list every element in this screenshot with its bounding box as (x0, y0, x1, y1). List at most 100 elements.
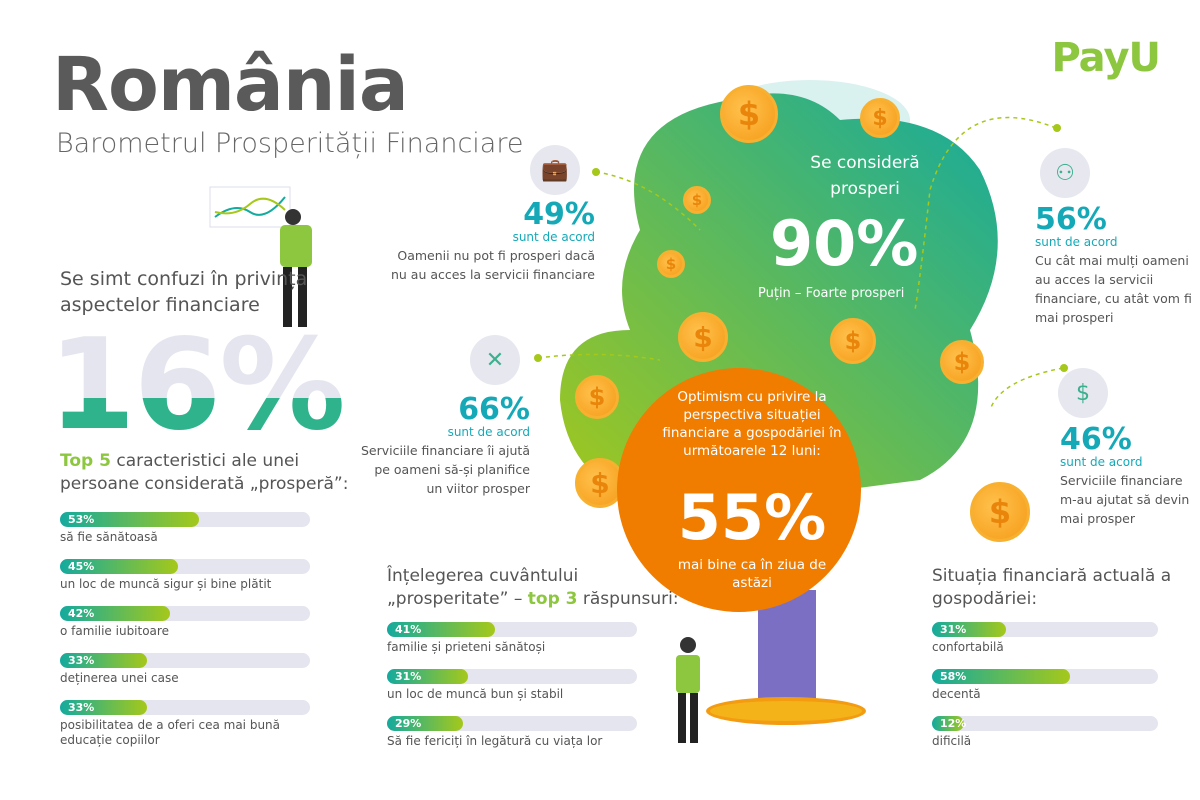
bar-label: familie și prieteni sănătoși (387, 640, 546, 654)
bar-label: un loc de muncă sigur și bine plătit (60, 577, 272, 591)
top3-bar-row: 41% familie și prieteni sănătoși (387, 622, 637, 655)
top3-heading-line2: „prosperitate” – (387, 589, 528, 609)
stat-value: 66% (458, 392, 530, 427)
bar-label: o familie iubitoare (60, 624, 169, 638)
bar-fill (932, 669, 1070, 684)
page-title: România (52, 42, 409, 128)
situation-bar-row: 31% confortabilă (932, 622, 1158, 655)
tree-top-text: Se consideră prosperi (810, 153, 920, 199)
bar-fill (60, 559, 179, 574)
optimism-value: 55% (677, 481, 827, 554)
bar-track: 29% (387, 716, 637, 731)
optimism-subtext: mai bine ca în ziua de astăzi (677, 557, 827, 591)
stat-agree: sunt de acord (512, 230, 595, 244)
top3-bar-row: 31% un loc de muncă bun și stabil (387, 669, 637, 702)
connector-dot (1060, 364, 1068, 372)
stat-description: Cu cât mai mulți oameni au acces la serv… (1035, 253, 1192, 325)
top5-heading: Top 5 caracteristici ale unei persoane c… (60, 450, 378, 496)
situation-bar-row: 12% dificilă (932, 716, 1158, 749)
briefcase-icon: 💼 (530, 145, 580, 195)
bar-label: decentă (932, 687, 981, 701)
bar-fill (60, 653, 147, 668)
connector-dot (1053, 124, 1061, 132)
bar-track: 33% (60, 700, 310, 715)
bar-fill (60, 512, 200, 527)
bar-percent: 45% (68, 560, 95, 573)
connector-dot (592, 168, 600, 176)
bar-fill (60, 606, 171, 621)
bar-label: să fie sănătoasă (60, 530, 158, 544)
top5-bar-row: 42% o familie iubitoare (60, 606, 310, 639)
bar-track: 45% (60, 559, 310, 574)
bar-percent: 42% (68, 607, 95, 620)
tree-value: 90% (770, 207, 919, 280)
bar-label: Să fie fericiți în legătură cu viața lor (387, 734, 603, 748)
connector-dot (534, 354, 542, 362)
coin-icon: $ (970, 482, 1030, 542)
bar-percent: 31% (395, 670, 422, 683)
bar-label: un loc de muncă bun și stabil (387, 687, 564, 701)
top5-heading-text: caracteristici ale unei persoane conside… (60, 451, 349, 494)
tree-subtext: Puțin – Foarte prosperi (758, 286, 905, 301)
coin-icon: $ (830, 318, 876, 364)
stat-block: 56% sunt de acord Cu cât mai mulți oameni … (1035, 205, 1197, 327)
bar-fill (387, 669, 469, 684)
optimism-circle (617, 368, 861, 612)
coin-icon: $ (683, 186, 711, 214)
situation-bar-row: 58% decentă (932, 669, 1158, 702)
person-pointing-illustration (676, 637, 700, 743)
top5-highlight: Top 5 (60, 451, 111, 471)
bar-percent: 53% (68, 513, 95, 526)
page-subtitle: Barometrul Prosperității Financiare (56, 128, 524, 159)
top3-bar-row: 29% Să fie fericiți în legătură cu viața … (387, 716, 637, 749)
coin-icon: $ (657, 250, 685, 278)
top5-bar-row: 53% să fie sănătoasă (60, 512, 310, 545)
bar-fill (932, 716, 964, 731)
stat-block: 49% sunt de acord Oamenii nu pot fi prospe… (385, 200, 595, 284)
stat-block: 46% sunt de acord Serviciile financiare m-… (1060, 425, 1198, 528)
bar-percent: 29% (395, 717, 422, 730)
stat-block: 66% sunt de acord Serviciile financiare îi… (360, 395, 530, 498)
bar-percent: 33% (68, 654, 95, 667)
bar-fill (60, 700, 147, 715)
bar-percent: 33% (68, 701, 95, 714)
bar-track: 58% (932, 669, 1158, 684)
top3-highlight: top 3 (527, 589, 578, 609)
stat-value: 56% (1035, 202, 1107, 237)
bar-track: 31% (387, 669, 637, 684)
stat-value: 49% (523, 197, 595, 232)
bar-track: 33% (60, 653, 310, 668)
bar-label: confortabilă (932, 640, 1004, 654)
optimism-text: Optimism cu privire la perspectiva situa… (662, 389, 842, 459)
network-icon: ⚇ (1040, 148, 1090, 198)
bar-track: 53% (60, 512, 310, 527)
stat-agree: sunt de acord (1035, 235, 1118, 249)
person-with-chart-illustration (209, 186, 312, 327)
coin-icon: $ (575, 375, 619, 419)
top3-heading: Înțelegerea cuvântului „prosperitate” – t… (387, 565, 679, 611)
stat-description: Oamenii nu pot fi prosperi dacă nu au ac… (390, 248, 595, 282)
bar-percent: 31% (940, 623, 967, 636)
coin-icon: $ (678, 312, 728, 362)
bar-fill (387, 716, 464, 731)
stat-agree: sunt de acord (447, 425, 530, 439)
coin-hand-icon: $ (1058, 368, 1108, 418)
bar-label: posibilitatea de a oferi cea mai bună ed… (60, 718, 281, 747)
strategy-icon: ✕ (470, 335, 520, 385)
bar-percent: 12% (940, 717, 967, 730)
coin-icon: $ (720, 85, 778, 143)
coin-icon: $ (860, 98, 900, 138)
bar-track: 31% (932, 622, 1158, 637)
top3-heading-line1: Înțelegerea cuvântului (387, 566, 579, 586)
bar-label: deținerea unei case (60, 671, 179, 685)
top5-bar-row: 45% un loc de muncă sigur și bine plătit (60, 559, 310, 592)
payu-logo: PayU (1051, 35, 1161, 81)
bar-percent: 41% (395, 623, 422, 636)
bar-track: 12% (932, 716, 1158, 731)
situation-heading: Situația financiară actuală a gospodărie… (932, 566, 1172, 609)
confused-text: Se simt confuzi în privința aspectelor f… (60, 268, 308, 316)
top5-bar-row: 33% posibilitatea de a oferi cea mai bună… (60, 700, 310, 748)
top3-heading-line2-end: răspunsuri: (577, 589, 679, 609)
coin-icon: $ (940, 340, 984, 384)
